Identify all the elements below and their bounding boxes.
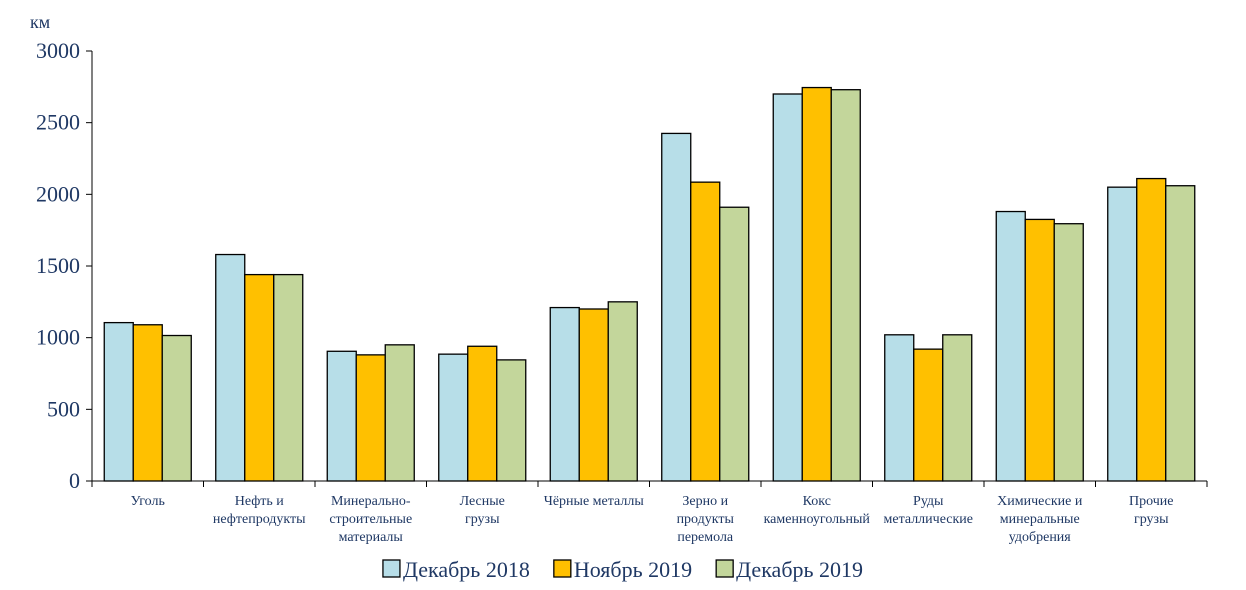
bar — [132, 324, 163, 482]
x-tick-label: Лесные грузы — [460, 494, 505, 527]
y-axis: 0 500 1000 1500 2000 2500 3000 — [36, 38, 93, 493]
legend-label: Декабрь 2018 — [403, 557, 530, 582]
bar — [830, 89, 861, 482]
x-tick-label: Кокс каменноугольный — [764, 494, 871, 527]
y-tick-label: 2500 — [36, 110, 80, 135]
legend-label: Ноябрь 2019 — [574, 557, 692, 582]
bar — [326, 350, 357, 482]
bar — [1024, 218, 1055, 482]
bar — [244, 273, 275, 482]
bar — [884, 334, 915, 482]
legend-swatch — [382, 559, 401, 578]
x-tick-label: Минерально-строительные материалы — [329, 494, 412, 545]
legend-item: Декабрь 2018 — [382, 557, 530, 582]
bar — [772, 93, 803, 482]
bars — [103, 86, 1196, 482]
y-tick-label: 500 — [47, 396, 80, 421]
legend-swatch — [553, 559, 572, 578]
bar — [438, 353, 469, 482]
y-tick-label: 3000 — [36, 38, 80, 63]
bar — [467, 345, 498, 482]
x-tick-label: Руды металлические — [884, 494, 974, 527]
bar — [215, 253, 246, 482]
bar — [942, 334, 973, 482]
x-tick-label: Химические и минеральные удобрения — [997, 494, 1083, 545]
bar — [161, 334, 192, 482]
legend-item: Декабрь 2019 — [715, 557, 863, 582]
legend: Декабрь 2018 Ноябрь 2019 Декабрь 2019 — [382, 557, 863, 582]
bar — [661, 132, 692, 482]
x-tick-label: Зерно и продукты перемола — [677, 494, 735, 545]
bar — [273, 273, 304, 482]
bar — [1165, 185, 1196, 482]
legend-swatch — [715, 559, 734, 578]
y-tick-label: 0 — [69, 468, 80, 493]
bar — [690, 181, 721, 482]
x-tick-label: Нефть и нефтепродукты — [213, 494, 306, 527]
bar — [719, 206, 750, 482]
y-tick-label: 2000 — [36, 181, 80, 206]
bar — [1053, 223, 1084, 482]
y-tick-label: 1000 — [36, 325, 80, 350]
bar — [355, 354, 386, 482]
x-tick-label: Чёрные металлы — [544, 494, 645, 509]
bar — [496, 359, 527, 482]
bar — [103, 321, 134, 482]
legend-label: Декабрь 2019 — [736, 557, 863, 582]
x-tick-label: Прочие грузы — [1129, 494, 1174, 527]
bar — [607, 301, 638, 482]
bar — [384, 344, 415, 482]
bar — [801, 86, 832, 482]
legend-item: Ноябрь 2019 — [553, 557, 692, 582]
x-axis: Уголь Нефть и нефтепродукты Минерально-стро… — [91, 480, 1208, 545]
y-tick-label: 1500 — [36, 253, 80, 278]
bar — [995, 210, 1026, 482]
x-tick-label: Уголь — [131, 494, 165, 509]
bar — [1136, 177, 1167, 482]
bar — [1107, 186, 1138, 482]
bar — [549, 306, 580, 482]
bar — [578, 308, 609, 482]
bar — [913, 348, 944, 482]
y-axis-unit-label: км — [30, 12, 50, 32]
